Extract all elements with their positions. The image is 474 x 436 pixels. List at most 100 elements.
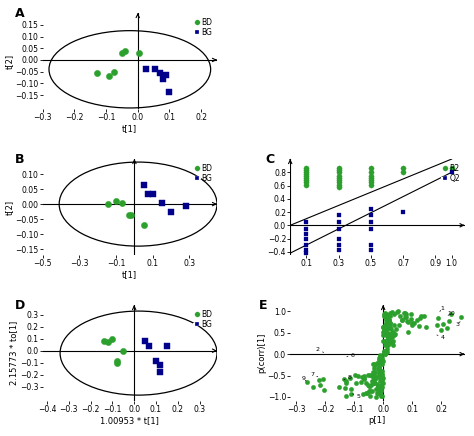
Point (142, 66, 149, 73)
Text: 10: 10 (447, 311, 456, 316)
Point (182, 202, 190, 209)
Point (365, 382, 373, 389)
Point (112, 198, 120, 204)
Point (373, 374, 380, 381)
Point (380, 332, 387, 339)
Point (381, 351, 389, 358)
Point (383, 320, 390, 327)
Point (377, 354, 384, 361)
X-axis label: t[1]: t[1] (122, 270, 137, 279)
Point (335, 212, 342, 219)
Point (368, 378, 376, 385)
Text: 8: 8 (344, 375, 352, 380)
Point (309, 383, 316, 390)
Y-axis label: p(corr)[1]: p(corr)[1] (257, 333, 266, 373)
Point (381, 314, 388, 321)
Point (376, 368, 384, 375)
Point (388, 334, 396, 341)
Point (383, 325, 390, 332)
Point (335, 166, 342, 173)
Point (335, 225, 342, 232)
Point (302, 241, 310, 248)
Point (140, 221, 147, 228)
Point (387, 320, 394, 327)
Point (391, 322, 398, 329)
Point (378, 368, 385, 375)
Point (335, 181, 342, 188)
Point (156, 361, 164, 368)
Point (302, 175, 310, 182)
Point (445, 317, 453, 324)
Point (376, 377, 384, 384)
Point (370, 378, 377, 385)
Point (340, 376, 347, 383)
Point (383, 310, 390, 317)
Point (140, 181, 147, 188)
Text: A: A (15, 7, 24, 20)
Point (376, 386, 384, 393)
Point (351, 371, 359, 378)
Point (377, 355, 385, 362)
Point (376, 386, 383, 393)
Point (400, 208, 407, 215)
Point (376, 353, 383, 360)
Point (386, 324, 394, 330)
Point (438, 327, 445, 334)
Point (371, 361, 378, 368)
Point (370, 361, 377, 368)
Point (385, 329, 392, 336)
Point (374, 381, 381, 388)
Point (376, 371, 383, 378)
Point (375, 360, 383, 367)
Point (381, 337, 389, 344)
Point (378, 374, 386, 381)
Point (163, 342, 171, 349)
Point (302, 225, 310, 232)
Point (380, 323, 387, 330)
Point (335, 175, 342, 182)
Point (118, 199, 125, 206)
Point (402, 311, 410, 318)
Point (335, 177, 342, 184)
Point (367, 241, 374, 248)
Point (376, 351, 383, 358)
Point (382, 347, 389, 354)
Point (127, 211, 135, 218)
Point (302, 168, 310, 175)
Point (380, 349, 388, 356)
Point (365, 388, 372, 395)
Point (383, 337, 391, 344)
Point (152, 358, 160, 365)
Point (145, 190, 152, 197)
Point (302, 179, 310, 186)
X-axis label: t[1]: t[1] (122, 124, 137, 133)
Point (382, 312, 389, 319)
Point (370, 361, 377, 368)
Point (335, 236, 342, 243)
Point (387, 312, 394, 319)
Point (377, 354, 384, 361)
Point (381, 324, 388, 330)
Point (385, 336, 393, 343)
Point (335, 246, 342, 253)
Point (335, 184, 342, 191)
Point (369, 373, 377, 380)
Point (375, 386, 383, 393)
Point (404, 329, 412, 336)
Point (360, 374, 368, 381)
Point (149, 190, 156, 197)
Point (385, 320, 393, 327)
Text: B: B (15, 153, 24, 166)
Point (444, 325, 451, 332)
Point (386, 309, 394, 316)
Point (110, 68, 118, 75)
Point (379, 371, 386, 378)
Point (381, 310, 389, 317)
Point (421, 312, 428, 319)
Point (385, 317, 393, 324)
Point (335, 241, 342, 248)
Point (302, 250, 310, 257)
Point (383, 322, 390, 329)
Point (371, 376, 378, 383)
Point (374, 390, 382, 397)
